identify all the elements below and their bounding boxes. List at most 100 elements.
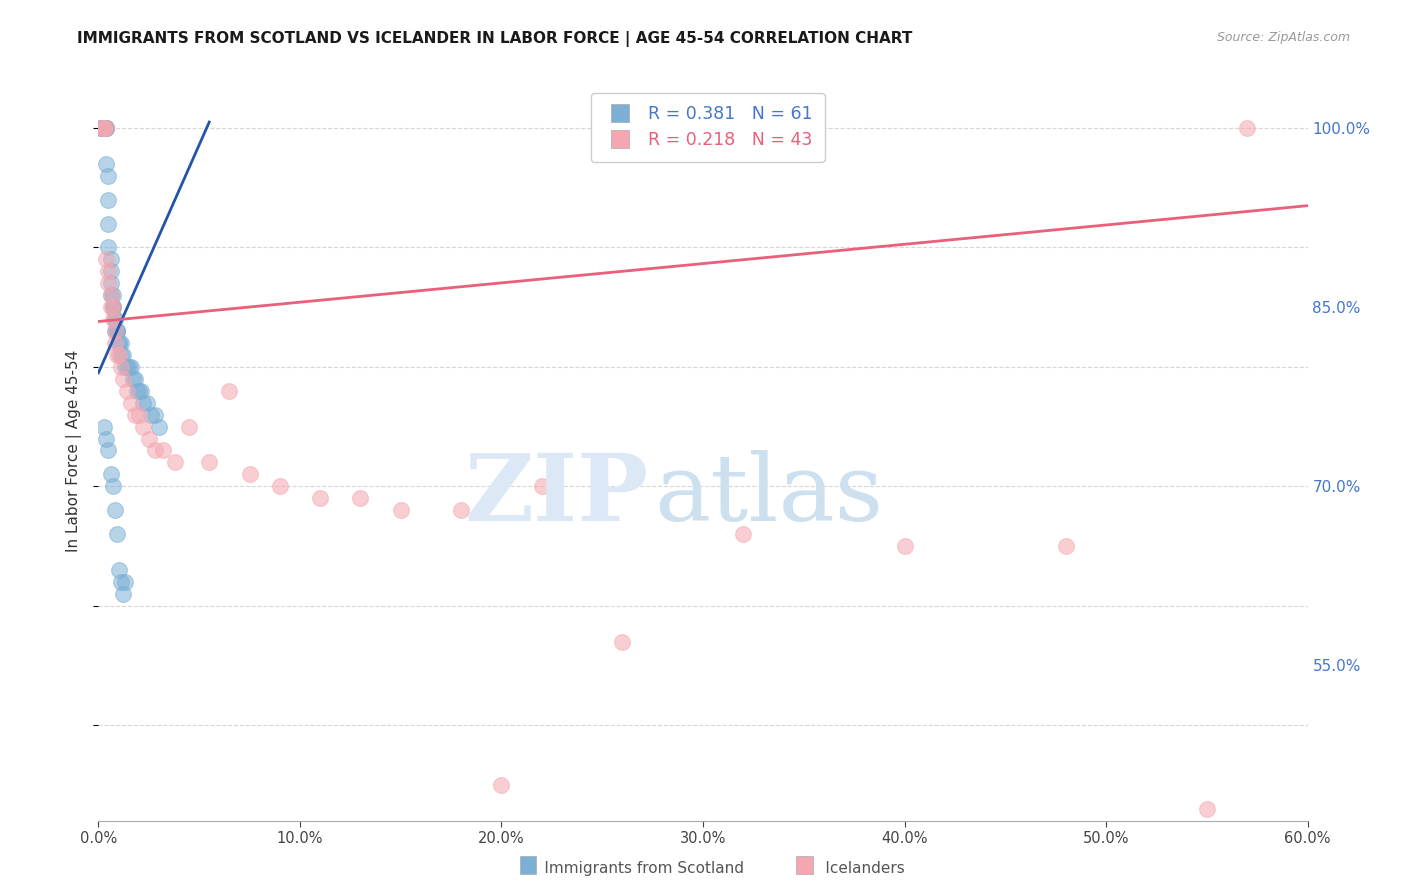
Point <box>110 336 132 351</box>
Point <box>100 288 122 302</box>
Point <box>893 539 915 553</box>
Y-axis label: In Labor Force | Age 45-54: In Labor Force | Age 45-54 <box>66 350 83 551</box>
Point <box>114 359 136 374</box>
Point <box>120 395 142 409</box>
Text: ZIP: ZIP <box>464 450 648 540</box>
Point <box>120 359 142 374</box>
Point <box>96 157 118 171</box>
Point <box>103 324 125 338</box>
Point <box>93 121 115 136</box>
Point <box>349 491 371 506</box>
Point <box>129 384 152 398</box>
Point <box>103 324 125 338</box>
Bar <box>520 856 537 874</box>
Point <box>96 121 118 136</box>
Point <box>93 121 115 136</box>
Point <box>100 467 122 482</box>
Point <box>100 264 122 278</box>
Point <box>107 336 129 351</box>
Point <box>139 408 162 422</box>
Point <box>450 503 472 517</box>
Point <box>239 467 262 482</box>
Point <box>110 574 132 589</box>
Point <box>100 277 122 291</box>
Point <box>101 288 124 302</box>
Point <box>101 312 124 326</box>
Point <box>107 336 129 351</box>
Point <box>110 359 132 374</box>
Point <box>389 503 412 517</box>
Point <box>135 395 157 409</box>
Point <box>103 336 125 351</box>
Point <box>111 372 134 386</box>
Point <box>143 408 166 422</box>
Point <box>100 288 122 302</box>
Point <box>163 455 186 469</box>
Point <box>93 121 115 136</box>
Point <box>132 395 155 409</box>
Point <box>110 348 132 362</box>
Point <box>91 121 114 136</box>
Point <box>96 121 118 136</box>
Legend: R = 0.381   N = 61, R = 0.218   N = 43: R = 0.381 N = 61, R = 0.218 N = 43 <box>591 93 825 161</box>
Point <box>269 479 291 493</box>
Point <box>100 252 122 267</box>
Text: Source: ZipAtlas.com: Source: ZipAtlas.com <box>1216 31 1350 45</box>
Point <box>132 419 155 434</box>
Point <box>111 348 134 362</box>
Point <box>97 277 120 291</box>
Point <box>93 121 115 136</box>
Point <box>97 169 120 183</box>
Point <box>152 443 174 458</box>
Point <box>97 193 120 207</box>
Point <box>103 312 125 326</box>
Point <box>105 324 128 338</box>
Point <box>612 634 634 648</box>
Point <box>491 778 513 792</box>
Point <box>101 300 124 314</box>
Point <box>105 324 128 338</box>
Point <box>111 587 134 601</box>
Point <box>114 574 136 589</box>
Point <box>115 384 138 398</box>
Point <box>96 121 118 136</box>
Point <box>125 384 148 398</box>
Point <box>138 432 160 446</box>
Point <box>733 527 755 541</box>
Text: IMMIGRANTS FROM SCOTLAND VS ICELANDER IN LABOR FORCE | AGE 45-54 CORRELATION CHA: IMMIGRANTS FROM SCOTLAND VS ICELANDER IN… <box>77 31 912 47</box>
Point <box>89 121 111 136</box>
Point <box>1236 121 1258 136</box>
Point <box>96 121 118 136</box>
Point <box>1195 802 1218 816</box>
Text: atlas: atlas <box>655 450 884 540</box>
Point <box>101 479 124 493</box>
Point <box>530 479 553 493</box>
Point <box>128 384 150 398</box>
Point <box>198 455 221 469</box>
Point <box>93 121 115 136</box>
Point <box>93 419 115 434</box>
Point <box>105 527 128 541</box>
Point <box>96 252 118 267</box>
Point <box>107 563 129 577</box>
Point <box>107 348 129 362</box>
Point <box>148 419 170 434</box>
Point <box>1054 539 1077 553</box>
Text: Icelanders: Icelanders <box>801 861 905 876</box>
Point <box>97 217 120 231</box>
Point <box>100 300 122 314</box>
Point <box>121 372 143 386</box>
Point <box>124 408 146 422</box>
Point <box>97 443 120 458</box>
Point <box>103 312 125 326</box>
Point <box>101 300 124 314</box>
Point <box>218 384 240 398</box>
Point <box>179 419 201 434</box>
Point <box>97 240 120 254</box>
Text: Immigrants from Scotland: Immigrants from Scotland <box>520 861 744 876</box>
Point <box>118 359 141 374</box>
Point <box>101 300 124 314</box>
Point <box>103 503 125 517</box>
Point <box>93 121 115 136</box>
Point <box>91 121 114 136</box>
